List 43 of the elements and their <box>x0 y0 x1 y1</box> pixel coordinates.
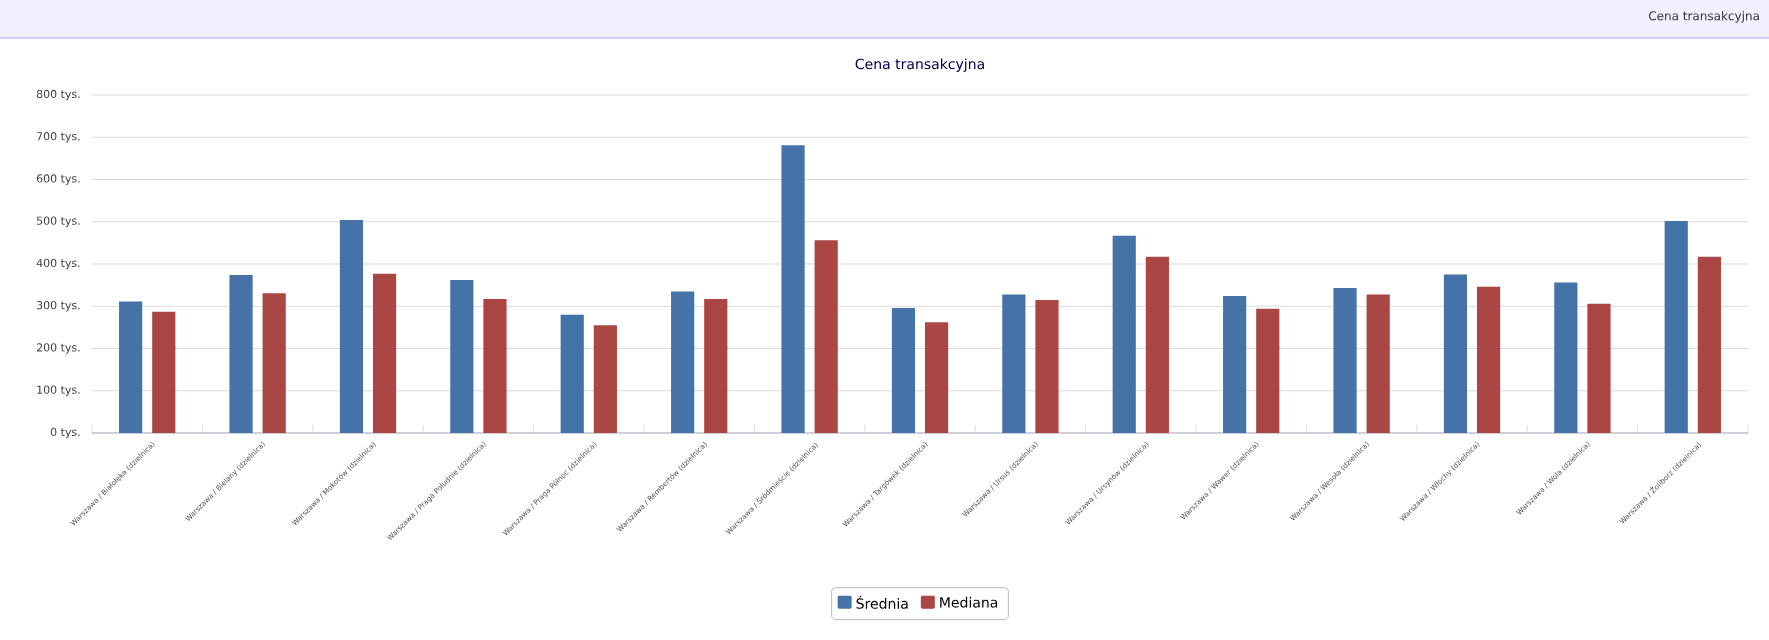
legend-label: Średnia <box>856 595 908 609</box>
y-tick-label: 700 tys. <box>37 132 80 143</box>
bar <box>1112 235 1136 433</box>
bar <box>671 291 695 433</box>
bar <box>1256 308 1280 433</box>
bar <box>1554 282 1578 433</box>
bar <box>1366 294 1390 433</box>
bar <box>593 325 617 433</box>
y-tick-label: 200 tys. <box>36 343 80 354</box>
bar <box>1145 256 1169 433</box>
bar <box>152 311 176 433</box>
bar <box>450 280 474 433</box>
bar <box>1697 256 1721 433</box>
bar <box>483 299 507 433</box>
text: Cena transakcyjna <box>1648 11 1759 23</box>
bar <box>704 299 728 433</box>
chart-title: Cena transakcyjna <box>855 58 984 72</box>
bar <box>229 274 253 433</box>
bar <box>1476 286 1501 433</box>
bar <box>1664 220 1688 433</box>
bar <box>119 301 143 433</box>
bar <box>781 145 805 433</box>
y-tick-label: 100 tys. <box>37 385 80 396</box>
legend-label: Mediana <box>940 596 998 608</box>
bar <box>339 220 364 433</box>
y-tick-label: 300 tys. <box>36 300 80 312</box>
y-tick-label: 400 tys. <box>36 258 80 270</box>
bar <box>1333 288 1357 433</box>
bar <box>1035 299 1059 433</box>
bar <box>1587 303 1611 433</box>
y-tick-label: 0 tys. <box>50 427 80 439</box>
y-tick-label: 800 tys. <box>36 89 80 101</box>
bar <box>560 314 584 433</box>
y-tick-label: 600 tys. <box>36 174 80 185</box>
bar <box>924 322 949 433</box>
y-tick-label: 500 tys. <box>36 216 80 227</box>
bar <box>814 240 838 433</box>
bar <box>1002 294 1026 433</box>
bar <box>372 273 397 433</box>
bar <box>1443 274 1468 433</box>
bar <box>262 293 286 433</box>
bar <box>891 307 916 433</box>
bar <box>1223 296 1247 433</box>
